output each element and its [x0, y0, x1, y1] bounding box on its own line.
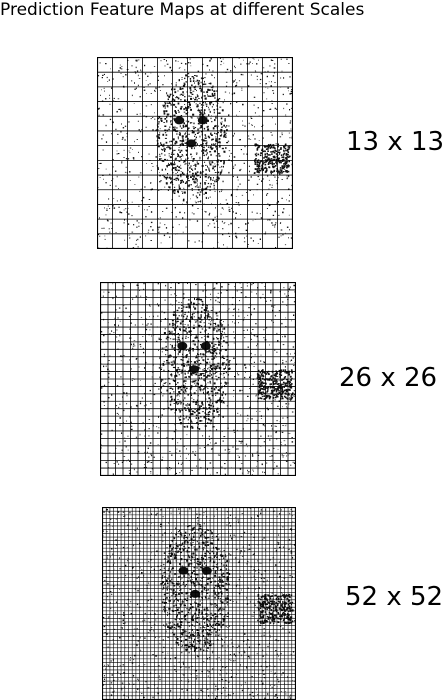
grid-lines	[97, 57, 293, 249]
feature-map-26	[100, 282, 296, 476]
map-border	[97, 57, 293, 249]
feature-map-13	[97, 57, 293, 249]
map-border	[100, 282, 296, 476]
feature-map-13-image	[97, 57, 293, 249]
feature-map-52	[102, 507, 296, 700]
figure-title: Prediction Feature Maps at different Sca…	[0, 0, 365, 20]
scale-label-52: 52 x 52	[345, 582, 444, 612]
grid-lines	[100, 282, 296, 476]
scale-label-26: 26 x 26	[339, 363, 438, 393]
feature-map-26-image	[100, 282, 296, 476]
grid-lines	[102, 507, 296, 700]
feature-map-52-image	[102, 507, 296, 700]
stipple-texture	[97, 57, 293, 249]
scale-label-13: 13 x 13	[346, 127, 445, 157]
